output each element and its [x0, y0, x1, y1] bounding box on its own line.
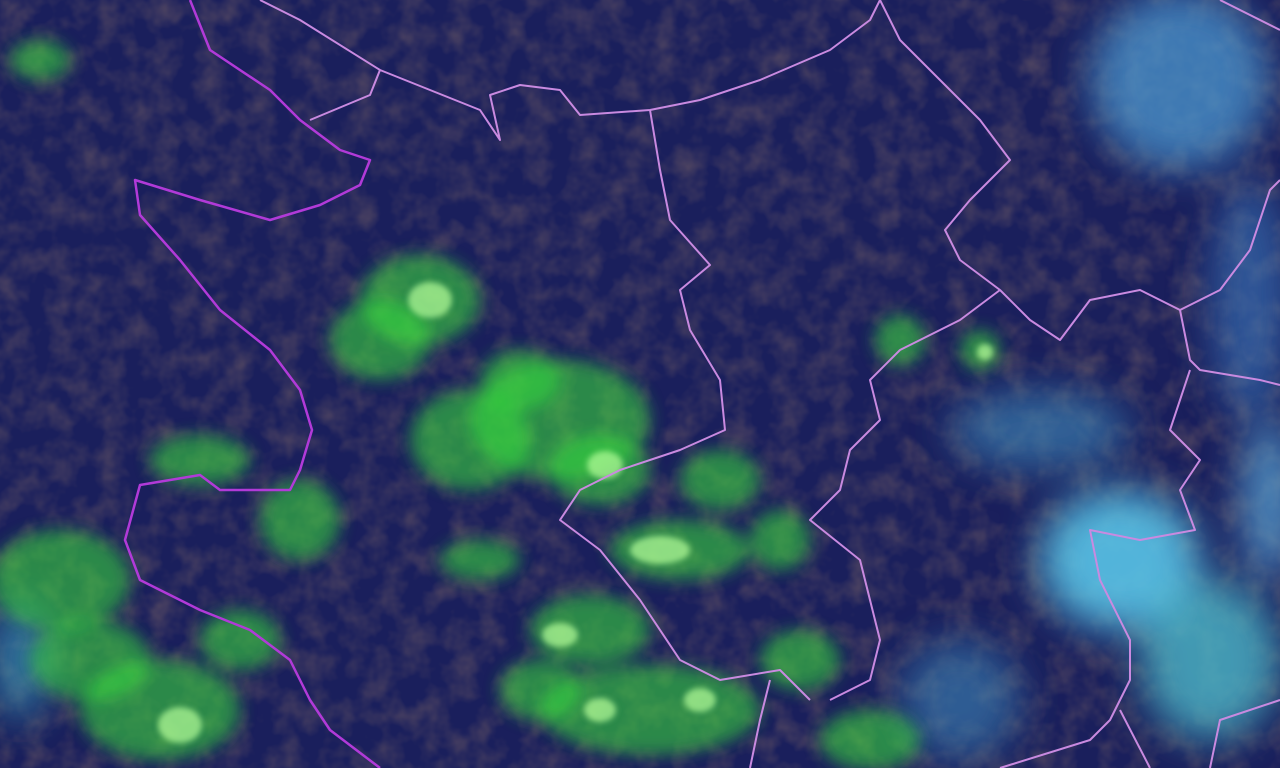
vegetation-patch — [530, 595, 650, 665]
vegetation-patch — [440, 540, 520, 580]
vegetation-patch — [680, 450, 760, 510]
bright-spots — [158, 282, 993, 743]
vegetation-patch — [875, 315, 925, 365]
vegetation-patch — [10, 40, 70, 80]
boundary-line — [559, 109, 811, 768]
vegetation-patch — [30, 620, 150, 700]
bright-spot — [630, 536, 690, 564]
vegetation-patch — [480, 350, 560, 410]
vegetation-patch — [0, 530, 130, 630]
boundary-line — [879, 0, 1280, 341]
bright-spot — [587, 451, 623, 479]
boundary-lines — [123, 0, 1280, 768]
vegetation-layer — [0, 40, 1000, 768]
vegetation-patch — [330, 300, 430, 380]
vegetation-patch — [200, 610, 280, 670]
vegetation-patch — [820, 710, 920, 768]
boundary-line — [123, 0, 381, 768]
vegetation-patch — [750, 510, 810, 570]
vegetation-patch — [760, 630, 840, 690]
bright-spot — [584, 698, 616, 722]
vegetation-patch — [150, 435, 250, 485]
bright-spot — [408, 282, 452, 318]
bright-spot — [977, 344, 993, 360]
bright-spot — [684, 688, 716, 712]
bright-spot — [542, 623, 578, 647]
boundary-line — [809, 289, 1001, 701]
vegetation-patch — [410, 390, 530, 490]
vegetation-patch — [500, 660, 580, 720]
vegetation-patch — [540, 665, 760, 755]
bright-spot — [158, 707, 202, 743]
boundary-line — [259, 0, 881, 141]
boundary-line — [999, 0, 1280, 768]
vegetation-patch — [260, 480, 340, 560]
